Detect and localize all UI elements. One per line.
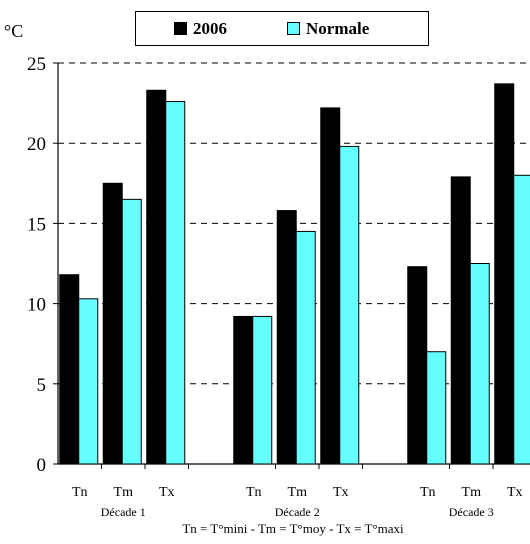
legend-item-2006: 2006 bbox=[174, 19, 227, 39]
legend-label-normale: Normale bbox=[306, 18, 370, 38]
bar-2006 bbox=[450, 176, 471, 465]
bar-normale bbox=[469, 263, 490, 465]
y-tick-label: 10 bbox=[27, 295, 46, 316]
bar-2006 bbox=[494, 83, 515, 465]
x-tick-label: Tx bbox=[507, 485, 523, 500]
legend-swatch-normale bbox=[287, 22, 300, 35]
chart-legend: 2006 Normale bbox=[135, 11, 429, 46]
x-tick-label: Tm bbox=[462, 485, 482, 500]
bar-normale bbox=[513, 174, 530, 465]
bar-2006 bbox=[320, 107, 341, 465]
group-label: Décade 1 bbox=[101, 505, 146, 519]
bar-2006 bbox=[276, 210, 297, 465]
bar-normale bbox=[165, 100, 186, 465]
group-label: Décade 3 bbox=[449, 505, 494, 519]
y-tick-label: 25 bbox=[27, 54, 46, 75]
bar-normale bbox=[252, 315, 273, 465]
x-tick-label: Tm bbox=[114, 485, 134, 500]
x-tick-label: Tx bbox=[159, 485, 175, 500]
bar-2006 bbox=[407, 266, 428, 465]
legend-item-normale: Normale bbox=[287, 19, 369, 39]
bar-2006 bbox=[146, 89, 167, 465]
x-tick-label: Tn bbox=[420, 485, 436, 500]
bar-2006 bbox=[102, 182, 123, 465]
legend-label-2006: 2006 bbox=[193, 18, 227, 38]
bar-normale bbox=[78, 298, 99, 465]
bar-normale bbox=[121, 198, 142, 465]
bar-normale bbox=[339, 145, 360, 465]
footnote: Tn = T°mini - Tm = T°moy - Tx = T°maxi bbox=[182, 521, 404, 536]
bar-2006 bbox=[59, 274, 80, 465]
y-unit-label: °C bbox=[4, 21, 24, 41]
x-tick-label: Tx bbox=[333, 485, 349, 500]
x-tick-label: Tn bbox=[72, 485, 88, 500]
bar-normale bbox=[426, 351, 447, 465]
bar-normale bbox=[295, 230, 316, 465]
bar-2006 bbox=[233, 315, 254, 465]
x-tick-label: Tn bbox=[246, 485, 262, 500]
x-tick-label: Tm bbox=[288, 485, 308, 500]
y-tick-label: 5 bbox=[37, 375, 47, 396]
y-tick-label: 0 bbox=[37, 455, 47, 476]
legend-swatch-2006 bbox=[174, 22, 187, 35]
y-tick-label: 20 bbox=[27, 134, 46, 155]
group-label: Décade 2 bbox=[275, 505, 320, 519]
y-tick-label: 15 bbox=[27, 214, 46, 235]
